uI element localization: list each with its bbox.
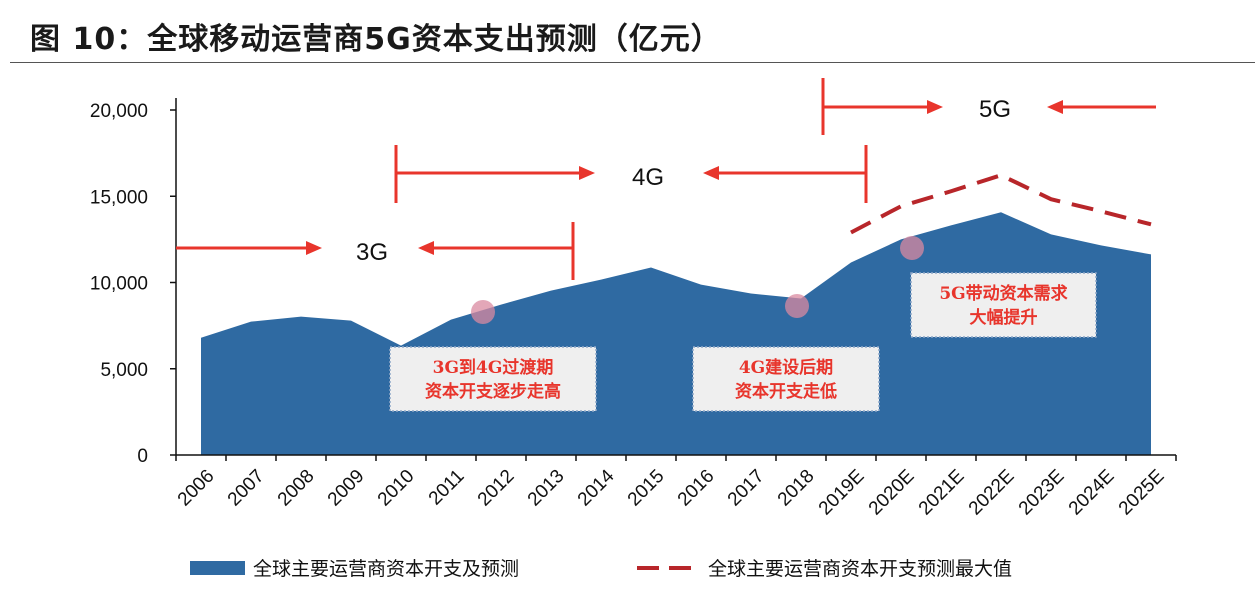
x-tick-label: 2022E [965,466,1019,520]
x-tick-label: 2015 [624,466,669,511]
y-tick-label: 5,000 [100,360,148,381]
annotation-line2: 资本开支走低 [735,381,837,402]
arrow-4g-start-head-icon [579,166,595,180]
figure-title: 图 10：全球移动运营商5G资本支出预测（亿元） [30,22,722,57]
annotation-line1: 4G建设后期 [739,357,833,378]
annotation-line1: 3G到4G过渡期 [433,357,554,378]
legend-label-max: 全球主要运营商资本开支预测最大值 [708,558,1012,580]
y-tick-label: 10,000 [90,274,148,295]
x-tick-label: 2025E [1115,466,1169,520]
x-tick-label: 2023E [1015,466,1069,520]
annotation-box-bg [910,272,1097,338]
y-tick-label: 0 [137,446,148,467]
x-tick-label: 2014 [574,465,619,510]
x-tick-label: 2009 [324,466,369,511]
highlight-marker-2018 [785,294,809,318]
annotation-box-bg [692,346,880,412]
x-tick-label: 2008 [274,466,319,511]
x-tick-label: 2013 [524,466,569,511]
annotation-line2: 大幅提升 [970,307,1038,328]
x-tick-label: 2010 [374,466,419,511]
highlight-marker-2020E [900,236,924,260]
x-tick-label: 2021E [915,466,969,520]
title-divider [10,62,1255,63]
highlight-marker-2012 [471,300,495,324]
x-tick-label: 2020E [865,466,919,520]
phase-label-5G: 5G [979,96,1011,123]
arrow-5g-end-head-icon [1047,100,1063,114]
annotation-line2: 资本开支逐步走高 [425,381,561,402]
x-tick-label: 2007 [224,466,269,511]
annotation-box-bg [389,346,597,412]
arrow-5g-start-head-icon [927,100,943,114]
phase-label-3G: 3G [356,239,388,266]
x-tick-label: 2019E [815,466,869,520]
x-tick-label: 2016 [674,466,719,511]
arrow-4g-end-head-icon [703,166,719,180]
x-tick-label: 2012 [474,466,519,511]
x-tick-label: 2006 [174,466,219,511]
x-tick-label: 2017 [724,466,769,511]
y-tick-label: 20,000 [90,101,148,122]
legend-label-area: 全球主要运营商资本开支及预测 [253,558,519,580]
phase-label-4G: 4G [632,164,664,191]
x-tick-label: 2018 [774,466,819,511]
arrow-3g-start-head-icon [306,241,322,255]
arrow-3g-end-head-icon [418,241,434,255]
annotation-line1: 5G带动资本需求 [939,283,1067,304]
x-tick-label: 2024E [1065,466,1119,520]
x-tick-label: 2011 [425,466,469,510]
legend-swatch-area [190,561,245,575]
legend: 全球主要运营商资本开支及预测 全球主要运营商资本开支预测最大值 [190,558,1012,580]
y-tick-label: 15,000 [90,187,148,208]
